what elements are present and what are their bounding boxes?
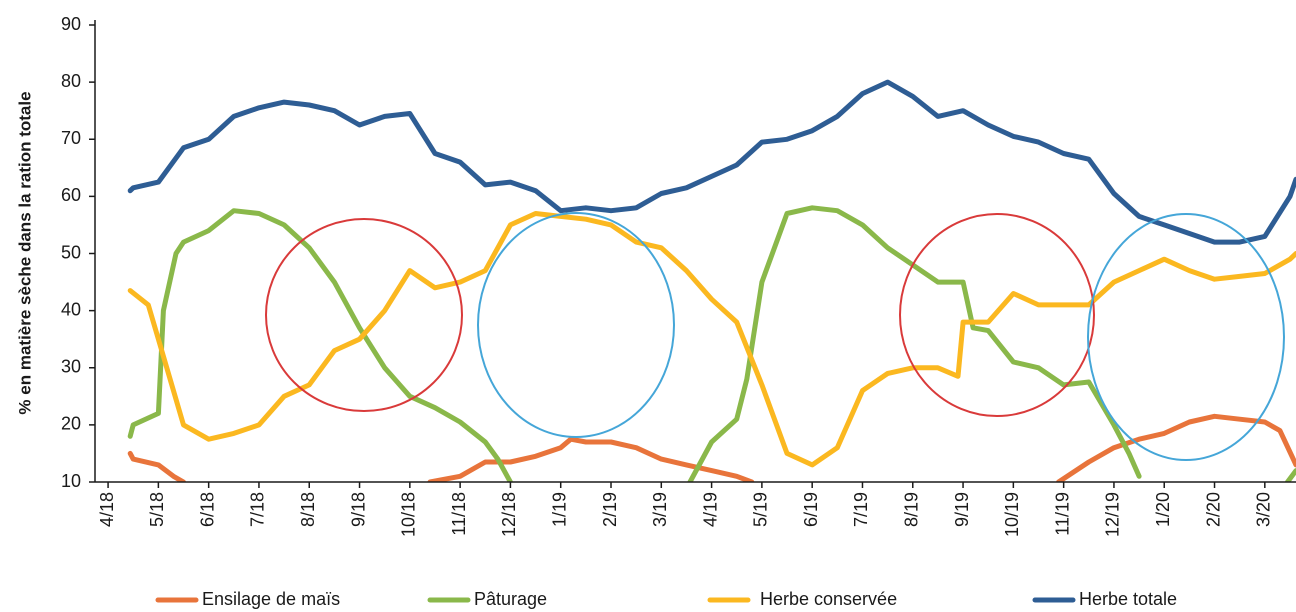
y-tick-label: 60 [61,185,81,205]
x-tick-label: 1/20 [1153,492,1173,527]
x-tick-label: 6/18 [197,492,217,527]
x-tick-label: 5/18 [147,492,167,527]
y-tick-label: 70 [61,128,81,148]
y-tick-label: 10 [61,471,81,491]
x-tick-label: 7/19 [851,492,871,527]
plot-area [127,79,1296,482]
highlight-circle [899,213,1095,417]
x-tick-label: 2/19 [600,492,620,527]
legend-label: Pâturage [474,589,547,609]
legend: Ensilage de maïs Pâturage Herbe conservée H… [155,589,1177,609]
x-tick-label: 9/19 [952,492,972,527]
y-axis-label: % en matière sèche dans la ration totale [15,91,34,414]
x-tick-label: 11/18 [449,492,469,536]
x-tick-label: 10/19 [1002,492,1022,537]
highlight-circle [1087,213,1285,461]
x-tick-label: 2/20 [1203,492,1223,527]
legend-label: Ensilage de maïs [202,589,340,609]
x-tick-label: 8/18 [298,492,318,527]
series-line [127,205,1296,482]
y-tick-label: 80 [61,71,81,91]
x-tick-label: 10/18 [399,492,419,537]
x-tick-label: 12/18 [499,492,519,537]
y-tick-label: 40 [61,299,81,319]
x-tick-label: 12/19 [1103,492,1123,537]
x-tick-label: 11/19 [1052,492,1072,536]
x-tick-label: 4/18 [97,492,117,527]
y-tick-label: 50 [61,242,81,262]
x-tick-label: 4/19 [700,492,720,527]
x-tick-label: 5/19 [751,492,771,527]
highlight-circle [477,212,675,438]
y-tick-label: 30 [61,357,81,377]
highlight-circle [265,218,463,412]
x-tick-label: 3/19 [650,492,670,527]
y-tick-label: 90 [61,14,81,34]
series-line [127,211,1296,468]
ticks: 10 20 30 40 50 60 70 80 90 4/18 5/18 6/18 7/18 8/18 9/… [61,14,1274,537]
x-tick-label: 7/18 [248,492,268,527]
legend-label: Herbe totale [1079,589,1177,609]
x-tick-label: 9/18 [348,492,368,527]
x-tick-label: 1/19 [549,492,569,527]
x-tick-label: 6/19 [801,492,821,527]
x-tick-label: 3/20 [1254,492,1274,527]
series-line [127,413,1296,482]
series-line [127,79,1296,245]
legend-label: Herbe conservée [760,589,897,609]
annotations [265,212,1285,461]
y-tick-label: 20 [61,414,81,434]
x-tick-label: 8/19 [902,492,922,527]
